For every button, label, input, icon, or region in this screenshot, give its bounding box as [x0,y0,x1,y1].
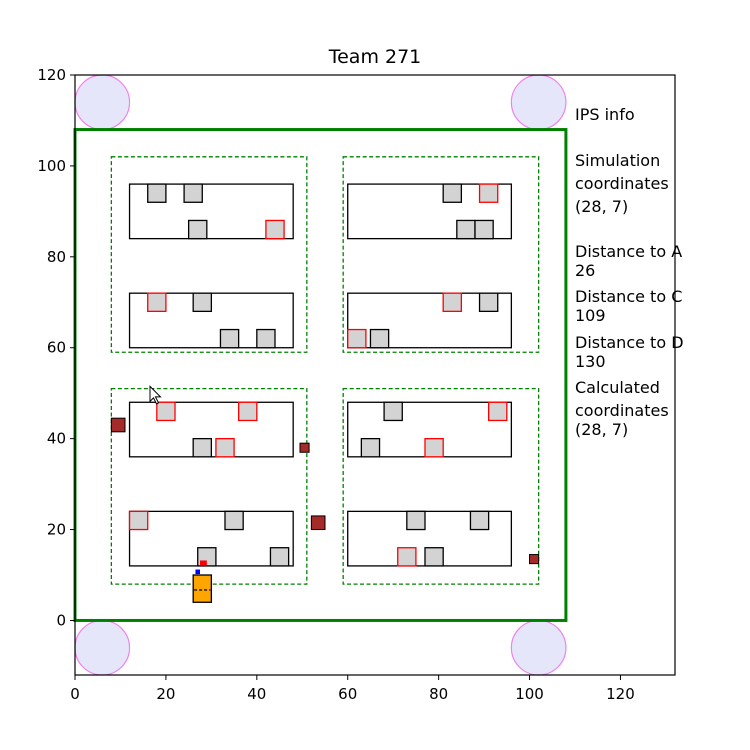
box-2 [183,183,203,203]
mouse-cursor-icon [149,385,162,405]
box-6 [478,183,499,203]
box-26 [224,510,244,531]
shelf-4 [347,292,513,349]
distance-d-value: 130 [575,352,606,371]
box-23 [360,437,381,458]
ips-info-heading: IPS info [575,105,635,124]
box-13 [442,292,463,313]
box-3 [187,219,208,240]
zone-1 [110,156,308,353]
box-9 [147,292,167,313]
distance-a-value: 26 [575,261,596,280]
distance-d-label: Distance to D [575,333,684,352]
box-15 [347,328,367,349]
x-tick-label: 60 [338,685,357,703]
box-5 [442,183,463,203]
box-7 [456,219,476,240]
y-tick-label: 120 [37,66,66,84]
zone-4 [342,387,540,585]
distance-c-label: Distance to C [575,287,683,306]
box-12 [256,328,276,349]
beacon-4 [510,619,567,676]
box-24 [424,437,444,458]
x-tick-label: 0 [70,685,80,703]
shelf-1 [128,183,294,240]
box-21 [383,401,403,422]
y-tick-label: 60 [47,339,66,357]
box-30 [469,510,490,531]
simulation-coordinates-label: Simulation coordinates [575,151,669,193]
box-32 [424,547,444,567]
calculated-coordinates-label: Calculated coordinates [575,378,669,420]
distance-a-label: Distance to A [575,242,683,261]
box-11 [219,328,240,349]
y-tick-label: 80 [47,248,66,266]
obstacle-2 [299,442,310,453]
y-tick-label: 20 [47,521,66,539]
box-29 [406,510,426,531]
x-tick-label: 100 [515,685,544,703]
axes-frame [74,74,676,676]
box-20 [215,437,235,458]
beacon-1 [74,74,131,131]
box-25 [128,510,149,531]
box-18 [237,401,258,422]
box-17 [156,401,176,422]
y-tick-label: 0 [56,611,66,629]
y-tick-label: 40 [47,430,66,448]
calculated-coordinates-value: (28, 7) [575,420,629,439]
zone-2 [342,156,540,353]
box-1 [147,183,167,203]
obstacle-4 [529,554,540,565]
x-tick-label: 40 [247,685,266,703]
distance-c-value: 109 [575,306,606,325]
box-10 [192,292,213,313]
box-4 [265,219,285,240]
robot-marker-1 [195,569,200,575]
box-8 [474,219,494,240]
chart-title: Team 271 [328,46,422,68]
box-22 [487,401,508,422]
obstacle-3 [310,515,326,531]
x-tick-label: 120 [606,685,635,703]
beacon-3 [74,619,131,676]
box-16 [369,328,390,349]
beacon-2 [510,74,567,131]
arena-boundary [73,128,568,622]
box-31 [397,547,417,567]
y-tick-label: 100 [37,157,66,175]
box-28 [269,547,290,567]
simulation-coordinates-value: (28, 7) [575,197,629,216]
x-tick-label: 80 [429,685,448,703]
shelf-2 [347,183,513,240]
robot [192,574,213,603]
x-tick-label: 20 [156,685,175,703]
box-14 [478,292,499,313]
box-19 [192,437,213,458]
obstacle-1 [110,417,126,433]
robot-marker-2 [200,560,207,565]
